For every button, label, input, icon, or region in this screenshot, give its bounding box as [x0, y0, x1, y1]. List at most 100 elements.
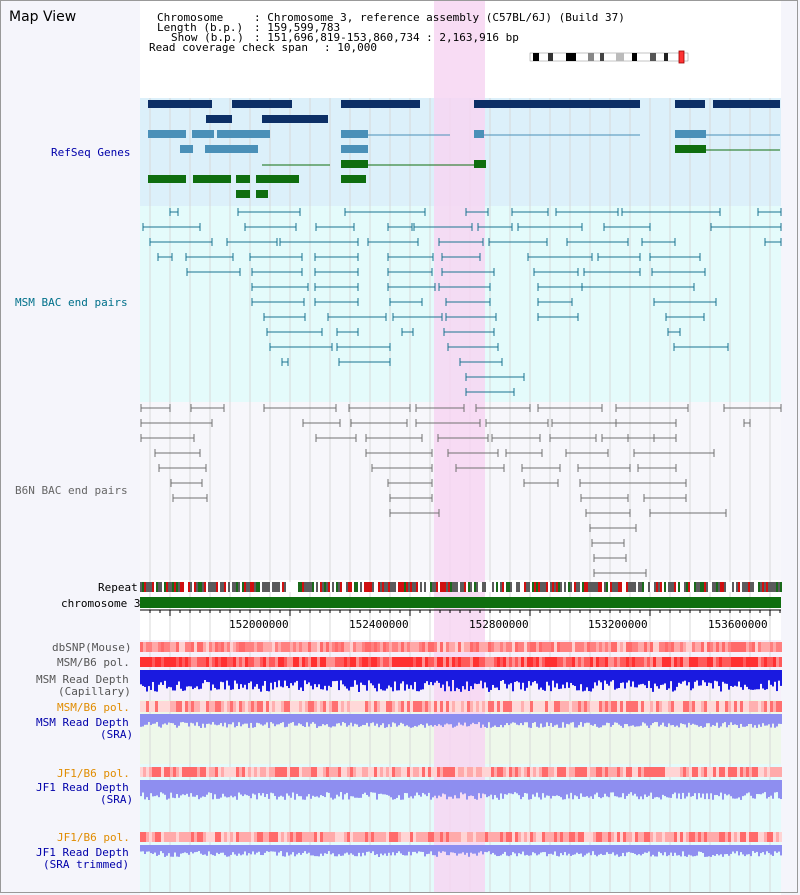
jf1-trimmed-depth-bar — [356, 845, 358, 857]
msm-pol2-heat-cell — [761, 701, 764, 712]
msm-sra-depth-bar — [530, 714, 532, 728]
repeat-element — [746, 582, 748, 592]
jf1-pol-heat-cell — [530, 767, 533, 777]
dbsnp-heat-cell — [566, 642, 569, 652]
msm-sra-depth-bar — [724, 714, 726, 723]
dbsnp-heat-cell — [491, 642, 494, 652]
msm-pol-heat-cell — [692, 657, 695, 667]
repeat-element — [758, 582, 760, 592]
jf1-sra-depth-bar — [750, 780, 752, 796]
jf1-pol2-heat-cell — [557, 832, 560, 842]
track-label-msm-depth-cap-line1[interactable]: MSM Read Depth — [36, 673, 129, 686]
repeat-element — [204, 582, 206, 592]
msm-sra-depth-bar — [740, 714, 742, 724]
jf1-trimmed-depth-bar — [578, 845, 580, 855]
jf1-trimmed-depth-bar — [196, 845, 198, 852]
track-label-refseq[interactable]: RefSeq Genes — [51, 146, 131, 159]
repeat-element — [318, 582, 320, 592]
track-label-jf1-depth-sra-line1[interactable]: JF1 Read Depth — [36, 781, 129, 794]
jf1-trimmed-depth-bar — [370, 845, 372, 854]
track-label-msm-b6-pol[interactable]: MSM/B6 pol. — [57, 656, 130, 669]
msm-sra-depth-bar — [410, 714, 412, 728]
msm-capillary-depth-bar — [226, 670, 228, 681]
jf1-trimmed-depth-bar — [522, 845, 524, 852]
jf1-sra-depth-bar — [176, 780, 178, 795]
msm-pol-heat-cell — [347, 657, 350, 667]
msm-capillary-depth-bar — [402, 670, 404, 682]
msm-capillary-depth-bar — [556, 670, 558, 684]
jf1-pol2-heat-cell — [251, 832, 254, 842]
msm-pol-heat-cell — [395, 657, 398, 667]
msm-pol-heat-cell — [713, 657, 716, 667]
msm-sra-depth-bar — [160, 714, 162, 728]
dbsnp-heat-cell — [305, 642, 308, 652]
gene-exon — [675, 100, 705, 108]
msm-sra-depth-bar — [496, 714, 498, 728]
jf1-pol-heat-cell — [452, 767, 455, 777]
msm-pol-heat-cell — [596, 657, 599, 667]
repeat-element — [536, 582, 538, 592]
jf1-sra-depth-bar — [672, 780, 674, 795]
jf1-sra-depth-bar — [198, 780, 200, 800]
dbsnp-heat-cell — [179, 642, 182, 652]
msm-pol-heat-cell — [506, 657, 509, 667]
dbsnp-heat-cell — [590, 642, 593, 652]
jf1-trimmed-depth-bar — [206, 845, 208, 856]
repeat-element — [174, 582, 176, 592]
jf1-trimmed-depth-bar — [778, 845, 780, 852]
msm-capillary-depth-bar — [476, 670, 478, 685]
msm-pol2-heat-cell — [296, 701, 299, 712]
jf1-sra-depth-bar — [740, 780, 742, 800]
gene-exon — [180, 145, 193, 153]
msm-pol2-heat-cell — [569, 701, 572, 712]
jf1-trimmed-depth-bar — [462, 845, 464, 853]
msm-pol-heat-cell — [278, 657, 281, 667]
repeat-element — [548, 582, 550, 592]
jf1-sra-depth-bar — [778, 780, 780, 799]
jf1-sra-depth-bar — [572, 780, 574, 800]
track-label-msm-b6-pol-2[interactable]: MSM/B6 pol. — [57, 701, 130, 714]
jf1-pol-heat-cell — [731, 767, 734, 777]
track-label-msm-depth-sra-line1[interactable]: MSM Read Depth — [36, 716, 129, 729]
msm-sra-depth-bar — [146, 714, 148, 725]
track-label-msm-bac[interactable]: MSM BAC end pairs — [15, 296, 128, 309]
msm-sra-depth-bar — [606, 714, 608, 723]
jf1-pol2-heat-cell — [764, 832, 767, 842]
jf1-trimmed-depth-bar — [280, 845, 282, 852]
msm-capillary-depth-bar — [666, 670, 668, 690]
dbsnp-heat-cell — [635, 642, 638, 652]
msm-capillary-depth-bar — [320, 670, 322, 690]
msm-pol2-heat-cell — [545, 701, 548, 712]
msm-capillary-depth-bar — [424, 670, 426, 684]
msm-pol-heat-cell — [638, 657, 641, 667]
msm-pol-heat-cell — [776, 657, 779, 667]
track-label-jf1-depth-trim-line1[interactable]: JF1 Read Depth — [36, 846, 129, 859]
track-label-jf1-b6-pol-2[interactable]: JF1/B6 pol. — [57, 831, 130, 844]
msm-capillary-depth-bar — [696, 670, 698, 681]
jf1-pol2-heat-cell — [302, 832, 305, 842]
jf1-trimmed-depth-bar — [436, 845, 438, 857]
jf1-pol2-heat-cell — [575, 832, 578, 842]
msm-sra-depth-bar — [202, 714, 204, 724]
msm-pol2-heat-cell — [731, 701, 734, 712]
msm-sra-depth-bar — [278, 714, 280, 725]
jf1-pol2-heat-cell — [344, 832, 347, 842]
jf1-trimmed-depth-bar — [194, 845, 196, 853]
track-label-dbsnp[interactable]: dbSNP(Mouse) — [52, 641, 132, 654]
track-label-b6n-bac[interactable]: B6N BAC end pairs — [15, 484, 128, 497]
msm-sra-depth-bar — [652, 714, 654, 724]
jf1-trimmed-depth-bar — [618, 845, 620, 857]
msm-pol-heat-cell — [383, 657, 386, 667]
jf1-trimmed-depth-bar — [712, 845, 714, 856]
msm-sra-depth-bar — [748, 714, 750, 724]
track-label-jf1-b6-pol[interactable]: JF1/B6 pol. — [57, 767, 130, 780]
msm-capillary-depth-bar — [496, 670, 498, 688]
msm-capillary-depth-bar — [328, 670, 330, 686]
jf1-trimmed-depth-bar — [748, 845, 750, 855]
dbsnp-heat-cell — [494, 642, 497, 652]
jf1-pol2-heat-cell — [479, 832, 482, 842]
jf1-trimmed-depth-bar — [160, 845, 162, 852]
msm-capillary-depth-bar — [286, 670, 288, 686]
jf1-trimmed-depth-bar — [158, 845, 160, 855]
